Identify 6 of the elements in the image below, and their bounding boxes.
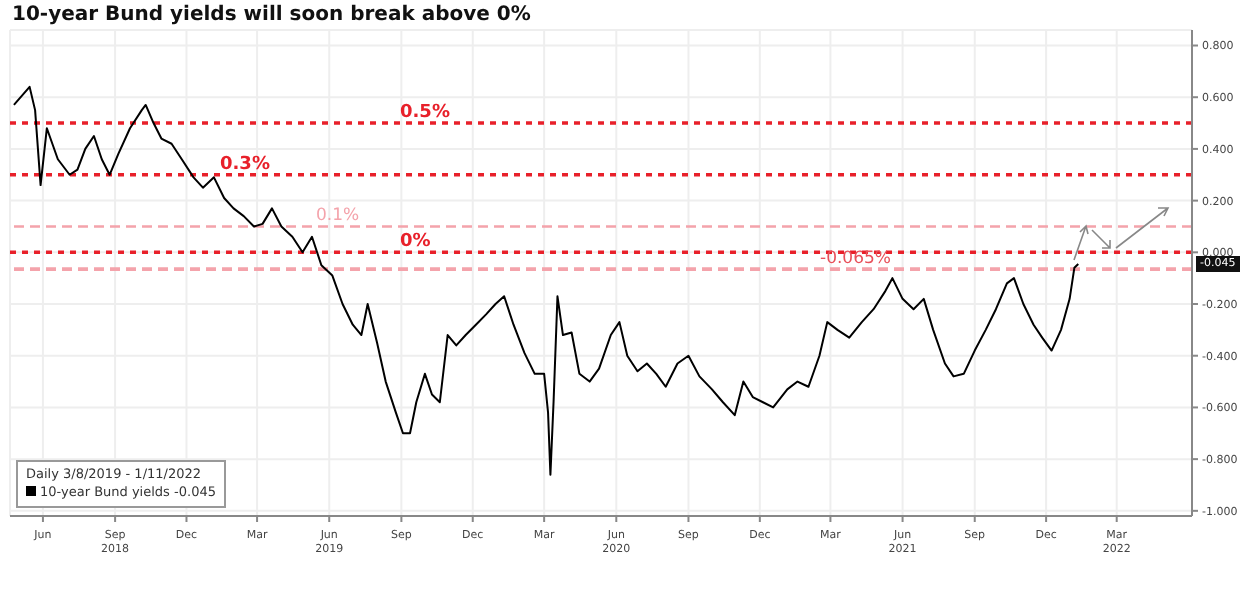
ref-line-label: -0.065% (820, 249, 891, 270)
ref-line-label: 0.1% (316, 206, 360, 227)
ref-line-label: 0.3% (220, 154, 270, 175)
ref-line-label: 0% (400, 232, 431, 253)
ref-line-label: 0.5% (400, 103, 450, 124)
chart-title: 10-year Bund yields will soon break above 0% (12, 4, 531, 26)
